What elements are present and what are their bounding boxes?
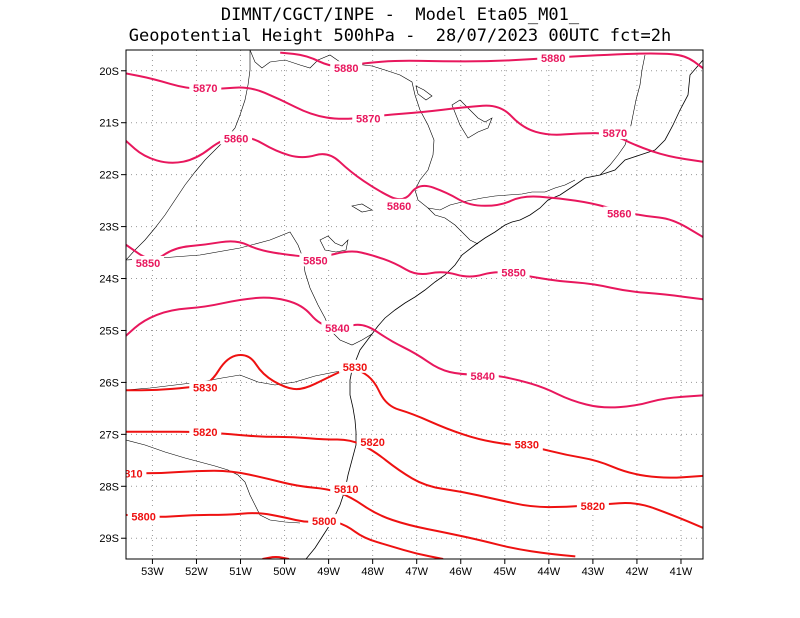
contour-label-bg: [308, 514, 341, 528]
contour-label-bg: [189, 380, 222, 394]
lon-tick-label: 52W: [185, 566, 208, 578]
contour-label: 5820: [360, 437, 384, 449]
contour-label-bg: [330, 61, 363, 75]
state-border: [249, 50, 576, 211]
lake: [319, 235, 349, 253]
state-border: [126, 231, 373, 346]
contour-label-bg: [356, 435, 389, 449]
contour-label-bg: [126, 466, 147, 480]
lake: [415, 85, 433, 101]
lon-tick-label: 41W: [670, 566, 693, 578]
map-title-line-2: Geopotential Height 500hPa - 28/07/2023 …: [128, 26, 672, 46]
contour-label-bg: [466, 369, 499, 383]
lon-tick-label: 43W: [582, 566, 605, 578]
contour-label: 5870: [603, 128, 627, 140]
lon-tick-label: 42W: [626, 566, 649, 578]
state-border: [427, 207, 479, 245]
contour-label: 5830: [515, 440, 539, 452]
contour-label: 5820: [581, 501, 605, 513]
map-title-line-1: DIMNT/CGCT/INPE - Model Eta05_M01_: [220, 5, 580, 25]
lon-tick-label: 44W: [538, 566, 561, 578]
contour-5840: [126, 296, 703, 409]
contour-label: 5880: [541, 53, 565, 65]
contour-label-bg: [220, 131, 253, 145]
lat-tick-label: 29S: [99, 533, 119, 545]
contour-label: 5870: [193, 83, 217, 95]
contour-label-bg: [510, 437, 543, 451]
contour-label: 5830: [193, 383, 217, 395]
axis-ticks: 53W 52W 51W 50W 49W 48W 47W 46W 45W 44W 43W 42W 41W 2…: [99, 66, 692, 578]
contour-5830: [126, 353, 703, 479]
geography-layer: [126, 50, 703, 559]
lat-tick-label: 23S: [99, 222, 119, 234]
contour-label: 5820: [193, 427, 217, 439]
contour-label-bg: [299, 253, 332, 267]
state-border: [599, 54, 646, 176]
contour-label-bg: [132, 255, 165, 269]
contour-label-bg: [383, 198, 416, 212]
contour-label: 5800: [131, 511, 155, 523]
contour-label: 5840: [471, 371, 495, 383]
contour-lines: 5880 5880 5870 5870 5870 5860 5860 5860 5850 5850…: [118, 50, 703, 559]
state-border: [126, 50, 251, 261]
contour-label: 5860: [224, 133, 248, 145]
contour-label: 5850: [303, 255, 327, 267]
lon-tick-label: 45W: [493, 566, 516, 578]
lon-tick-label: 49W: [317, 566, 340, 578]
lat-tick-label: 25S: [99, 325, 119, 337]
contour-label-bg: [321, 320, 354, 334]
contour-5860: [126, 135, 703, 238]
contour-label-bg: [576, 499, 609, 513]
contour-label-bg: [598, 126, 631, 140]
contour-5880: [280, 51, 703, 70]
contour-label: 5850: [501, 267, 525, 279]
contour-label-bg: [330, 481, 363, 495]
lon-tick-label: 51W: [229, 566, 252, 578]
contour-label: 5800: [312, 516, 336, 528]
coastline: [305, 59, 703, 559]
contour-label: 5840: [325, 323, 349, 335]
lat-tick-label: 20S: [99, 66, 119, 78]
contour-label-bg: [497, 265, 530, 279]
lat-tick-label: 24S: [99, 274, 119, 286]
contour-label: 5810: [334, 484, 358, 496]
contour-5850: [126, 240, 703, 301]
lon-tick-label: 53W: [141, 566, 164, 578]
lat-lon-grid: [126, 50, 703, 559]
contour-label-bg: [127, 509, 160, 523]
contour-label: 5880: [334, 63, 358, 75]
map-frame: [125, 49, 704, 560]
lon-tick-label: 47W: [405, 566, 428, 578]
contour-label-bg: [339, 359, 372, 373]
contour-label-bg: [537, 50, 570, 64]
country-border: [126, 439, 301, 524]
contour-label: 5860: [387, 201, 411, 213]
lat-tick-label: 21S: [99, 118, 119, 130]
contour-label: 5810: [118, 468, 142, 480]
contour-label: 5860: [607, 209, 631, 221]
state-border: [126, 369, 351, 391]
contour-label-bg: [189, 80, 222, 94]
contour-label-bg: [189, 424, 222, 438]
lake: [351, 203, 373, 213]
contour-label: 5850: [136, 258, 160, 270]
contour-label-bg: [603, 206, 636, 220]
contour-label-bg: [352, 111, 385, 125]
contour-5820: [126, 430, 703, 529]
lat-tick-label: 26S: [99, 377, 119, 389]
lon-tick-label: 48W: [361, 566, 384, 578]
contour-5800: [126, 512, 444, 559]
lat-tick-label: 28S: [99, 481, 119, 493]
lon-tick-label: 50W: [273, 566, 296, 578]
contour-label: 5870: [356, 114, 380, 126]
lat-tick-label: 27S: [99, 429, 119, 441]
lon-tick-label: 46W: [449, 566, 472, 578]
contour-label: 5830: [343, 362, 367, 374]
lat-tick-label: 22S: [99, 170, 119, 182]
